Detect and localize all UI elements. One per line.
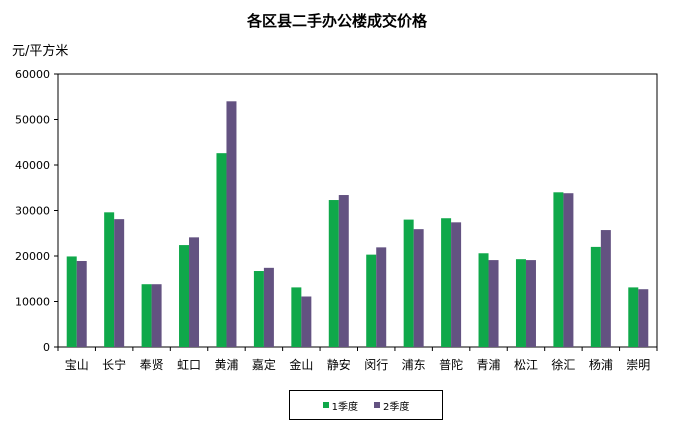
x-tick-label: 金山 — [289, 357, 313, 372]
bar-series-1 — [253, 271, 264, 347]
x-tick-label: 闵行 — [364, 357, 388, 372]
bar-series-1 — [366, 254, 377, 347]
bar-series-1 — [628, 287, 639, 347]
legend: 1季度 2季度 — [289, 390, 443, 420]
bar-series-1 — [104, 212, 115, 347]
y-tick-label: 20000 — [15, 250, 50, 263]
x-tick-label: 杨浦 — [589, 357, 613, 372]
bar-series-1 — [141, 284, 152, 347]
x-tick-label: 徐汇 — [551, 357, 575, 372]
x-tick-label: 松江 — [514, 358, 538, 372]
x-tick-label: 奉贤 — [140, 358, 164, 372]
bar-series-2 — [301, 296, 312, 347]
y-tick-label: 40000 — [15, 159, 50, 172]
bar-series-1 — [179, 245, 190, 347]
bar-series-1 — [553, 192, 564, 347]
x-tick-label: 崇明 — [626, 358, 650, 372]
bar-series-2 — [525, 260, 536, 347]
bar-series-2 — [563, 193, 574, 347]
bar-series-2 — [263, 267, 274, 347]
bar-series-1 — [403, 219, 414, 347]
x-tick-label: 浦东 — [402, 358, 426, 372]
bar-series-1 — [66, 256, 77, 347]
bar-series-1 — [216, 153, 227, 347]
bar-series-1 — [291, 287, 302, 347]
legend-swatch-series-2 — [374, 402, 380, 408]
bar-series-2 — [600, 230, 611, 347]
x-tick-label: 青浦 — [477, 358, 501, 372]
x-tick-label: 虹口 — [177, 358, 201, 372]
x-tick-label: 宝山 — [65, 358, 89, 372]
bar-series-1 — [441, 218, 452, 347]
y-tick-label: 30000 — [15, 205, 50, 218]
x-tick-label: 长宁 — [102, 357, 126, 372]
chart-title: 各区县二手办公楼成交价格 — [246, 12, 427, 30]
bar-series-2 — [189, 237, 200, 347]
bar-series-2 — [114, 219, 125, 347]
bar-series-1 — [328, 200, 339, 347]
legend-item-series-1: 1季度 — [322, 398, 358, 413]
legend-label-series-1: 1季度 — [331, 401, 358, 413]
bar-series-1 — [515, 259, 526, 347]
bar-series-2 — [451, 222, 462, 347]
y-tick-label: 50000 — [15, 114, 50, 127]
x-tick-label: 普陀 — [439, 357, 463, 372]
bar-series-2 — [338, 195, 349, 347]
y-tick-label: 10000 — [15, 296, 50, 309]
bar-series-2 — [76, 261, 87, 347]
x-tick-label: 静安 — [327, 357, 351, 372]
legend-label-series-2: 2季度 — [383, 401, 410, 413]
y-tick-label: 0 — [43, 341, 50, 354]
bar-series-2 — [226, 101, 237, 347]
bar-series-2 — [488, 260, 499, 347]
x-tick-label: 黄浦 — [214, 358, 238, 372]
y-tick-label: 60000 — [15, 68, 50, 81]
bar-series-2 — [413, 229, 424, 347]
legend-swatch-series-1 — [322, 402, 329, 408]
bar-series-2 — [151, 284, 162, 347]
legend-item-series-2: 2季度 — [374, 398, 409, 413]
y-axis-unit-label: 元/平方米 — [12, 44, 69, 59]
bar-series-2 — [638, 289, 649, 347]
x-tick-label: 嘉定 — [252, 357, 276, 372]
bar-series-1 — [478, 253, 489, 347]
bar-series-1 — [590, 246, 601, 347]
bar-series-2 — [376, 247, 387, 347]
